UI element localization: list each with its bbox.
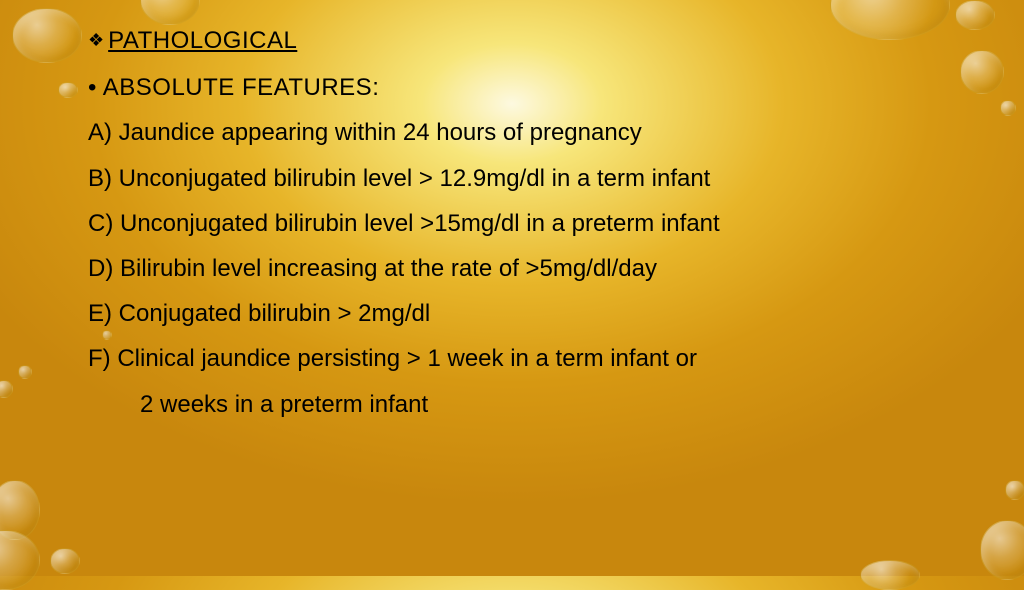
water-drop-icon xyxy=(980,520,1024,580)
list-item: E) Conjugated bilirubin > 2mg/dl xyxy=(88,295,958,332)
water-drop-icon xyxy=(1005,480,1024,500)
list-item-continuation: 2 weeks in a preterm infant xyxy=(88,386,958,423)
list-item: F) Clinical jaundice persisting > 1 week… xyxy=(88,340,958,377)
slide-subheader: • ABSOLUTE FEATURES: xyxy=(88,69,958,106)
water-drop-icon xyxy=(18,365,32,379)
list-item: B) Unconjugated bilirubin level > 12.9mg… xyxy=(88,160,958,197)
water-drop-icon xyxy=(12,8,82,63)
list-item: A) Jaundice appearing within 24 hours of… xyxy=(88,114,958,151)
diamond-bullet-icon: ❖ xyxy=(88,27,104,55)
slide-title-row: ❖ PATHOLOGICAL xyxy=(88,22,958,59)
water-drop-icon xyxy=(1000,100,1016,116)
slide-content: ❖ PATHOLOGICAL • ABSOLUTE FEATURES: A) J… xyxy=(88,22,958,431)
water-drop-icon xyxy=(0,380,13,398)
water-drop-icon xyxy=(50,548,80,574)
list-item: C) Unconjugated bilirubin level >15mg/dl… xyxy=(88,205,958,242)
water-drop-icon xyxy=(860,560,920,590)
list-item: D) Bilirubin level increasing at the rat… xyxy=(88,250,958,287)
slide-title: PATHOLOGICAL xyxy=(108,22,297,59)
water-drop-icon xyxy=(58,82,78,98)
water-drop-icon xyxy=(955,0,995,30)
water-drop-icon xyxy=(960,50,1004,94)
water-drop-icon xyxy=(0,530,40,590)
